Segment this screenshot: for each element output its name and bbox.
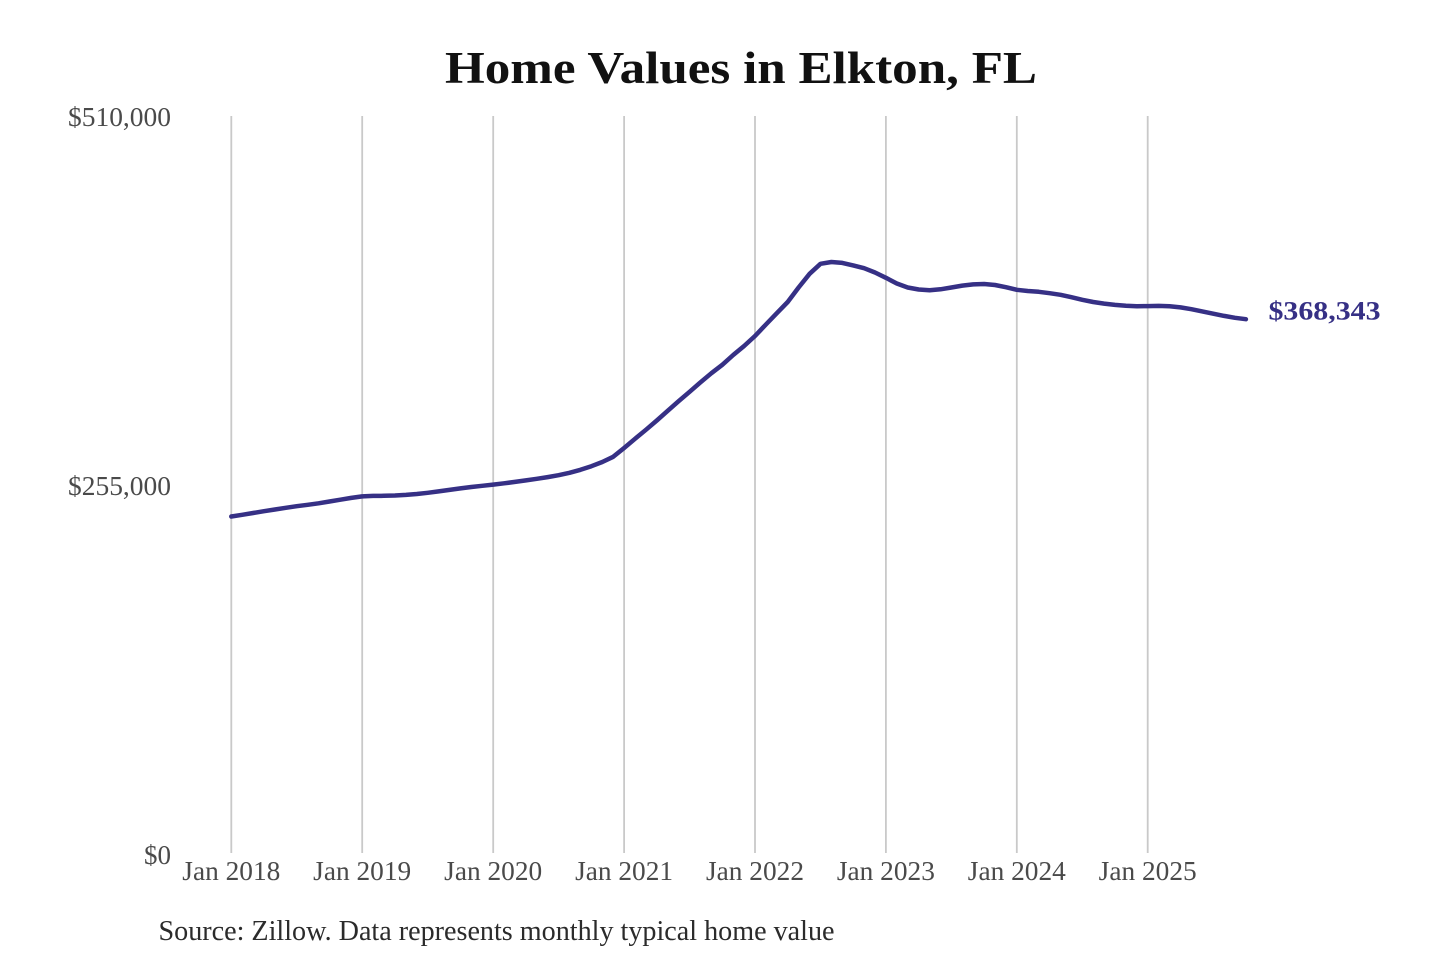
svg-text:$0: $0 [144,840,171,870]
svg-text:Jan 2018: Jan 2018 [182,856,280,886]
svg-text:$368,343: $368,343 [1269,297,1381,326]
svg-text:$510,000: $510,000 [68,102,171,132]
svg-text:Jan 2022: Jan 2022 [706,856,804,886]
svg-text:Jan 2020: Jan 2020 [444,856,542,886]
svg-text:$255,000: $255,000 [68,471,171,501]
svg-text:Home Values in Elkton, FL: Home Values in Elkton, FL [445,43,1037,93]
svg-text:Jan 2024: Jan 2024 [968,856,1066,886]
svg-text:Source: Zillow. Data represent: Source: Zillow. Data represents monthly … [159,916,835,947]
svg-text:Jan 2021: Jan 2021 [575,856,673,886]
svg-text:Jan 2025: Jan 2025 [1099,856,1197,886]
svg-text:Jan 2019: Jan 2019 [313,856,411,886]
svg-text:Jan 2023: Jan 2023 [837,856,935,886]
